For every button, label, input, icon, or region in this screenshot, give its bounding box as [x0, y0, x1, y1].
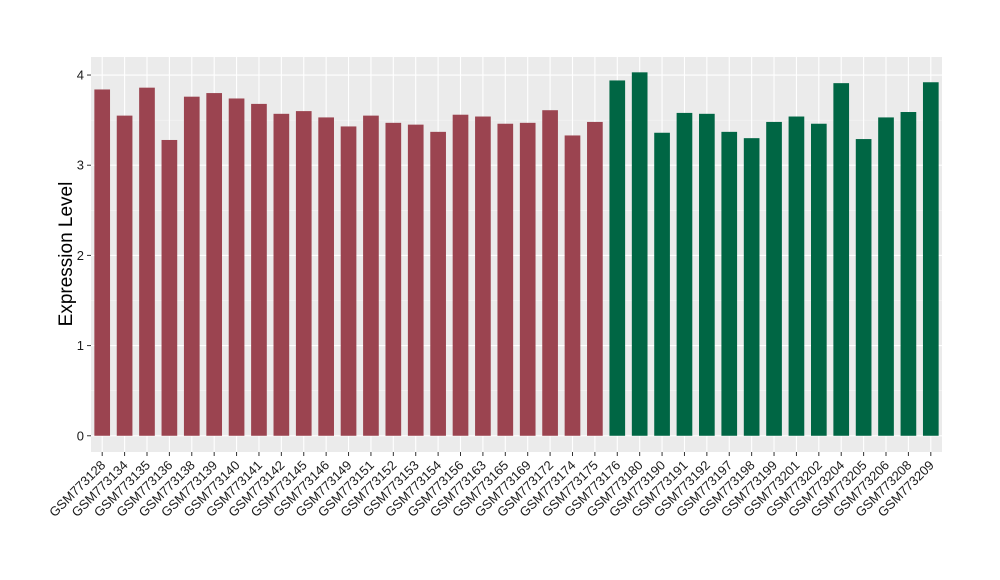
bar [385, 122, 402, 436]
y-tick-label: 0 [77, 428, 84, 443]
bar [161, 139, 178, 436]
bar [900, 112, 917, 436]
bar [94, 89, 111, 436]
bar [183, 96, 200, 436]
bar [855, 139, 872, 436]
bar [676, 112, 693, 436]
y-tick-label: 4 [77, 68, 84, 83]
bar [721, 131, 738, 436]
bar [631, 72, 648, 436]
y-axis-title: Expression Level [56, 182, 77, 327]
bar [206, 93, 223, 436]
bar [587, 121, 603, 436]
bar [497, 123, 514, 436]
bar [295, 111, 312, 436]
bar [407, 124, 424, 436]
bar [699, 113, 715, 436]
bar [318, 117, 334, 436]
bar [251, 103, 267, 436]
y-axis: 0 1 2 3 4 [77, 68, 91, 443]
bar [743, 138, 760, 436]
x-axis: GSM773128GSM773134GSM773135GSM773136GSM7… [46, 452, 937, 520]
bar [363, 115, 379, 436]
bar [654, 132, 670, 436]
bar [788, 116, 805, 436]
bar [609, 80, 626, 436]
bars [94, 72, 939, 436]
y-tick-label: 2 [77, 248, 84, 263]
bar [922, 82, 939, 436]
bar [273, 113, 290, 436]
bar [139, 87, 155, 436]
bar [833, 83, 850, 436]
y-tick-label: 3 [77, 158, 84, 173]
bar [878, 117, 894, 436]
y-tick-label: 1 [77, 338, 84, 353]
bar [475, 116, 491, 436]
bar [430, 131, 446, 436]
bar [340, 126, 357, 436]
bar [228, 98, 245, 436]
bar [519, 122, 536, 436]
bar [452, 114, 469, 436]
bar [810, 123, 827, 436]
bar [766, 121, 782, 436]
bar [116, 115, 133, 436]
bar [564, 135, 581, 436]
bar [542, 110, 558, 436]
